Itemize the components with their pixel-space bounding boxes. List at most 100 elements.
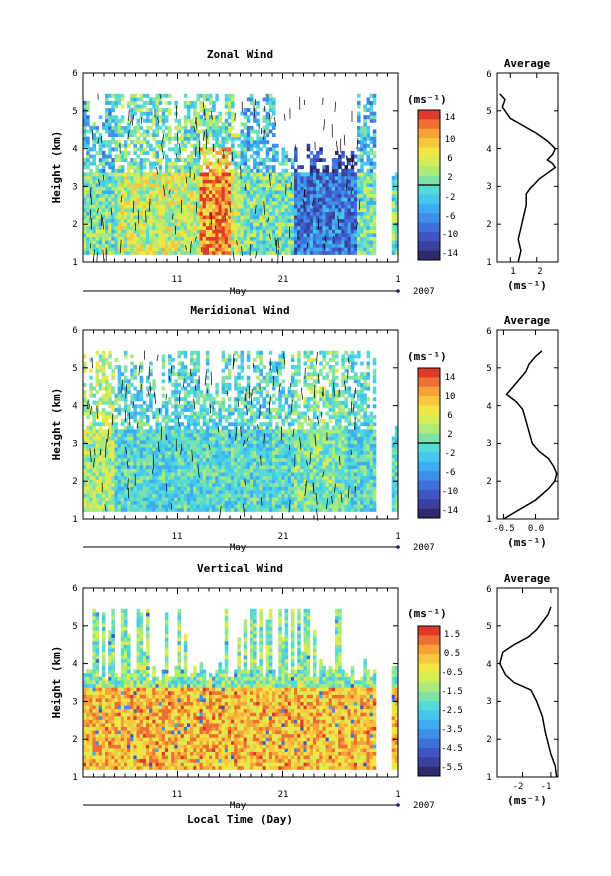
heatmap-cell	[341, 233, 345, 237]
heatmap-cell	[256, 179, 260, 184]
contour-stroke	[323, 242, 325, 250]
heatmap-cell	[205, 461, 210, 466]
heatmap-cell	[120, 222, 125, 227]
heatmap-cell	[186, 222, 191, 227]
contour-stroke	[148, 198, 151, 213]
heatmap-cell	[341, 240, 345, 245]
heatmap-cell	[199, 168, 204, 173]
heatmap-cell	[142, 133, 147, 138]
heatmap-cell	[231, 243, 235, 248]
heatmap-cell	[117, 490, 122, 494]
heatmap-cell	[152, 250, 156, 255]
heatmap-cell	[287, 250, 292, 255]
heatmap-cell	[152, 504, 156, 509]
heatmap-cell	[338, 197, 342, 202]
heatmap-cell	[218, 204, 222, 209]
heatmap-cell	[253, 236, 257, 241]
heatmap-cell	[350, 250, 355, 255]
heatmap-cell	[142, 500, 147, 505]
heatmap-cell	[209, 240, 213, 245]
heatmap-cell	[221, 425, 226, 430]
heatmap-cell	[234, 186, 238, 191]
heatmap-cell	[133, 250, 137, 255]
heatmap-cell	[366, 172, 371, 177]
heatmap-cell	[215, 247, 219, 252]
heatmap-cell	[218, 140, 222, 145]
heatmap-cell	[357, 175, 361, 180]
heatmap-cell	[86, 183, 90, 188]
heatmap-cell	[123, 218, 128, 223]
heatmap-cell	[209, 425, 213, 430]
heatmap-cell	[142, 190, 147, 195]
heatmap-cell	[161, 200, 166, 205]
heatmap-cell	[174, 425, 178, 430]
heatmap-cell	[259, 222, 263, 227]
heatmap-cell	[161, 497, 166, 502]
heatmap-cell	[272, 183, 276, 188]
heatmap-cell	[186, 183, 191, 188]
heatmap-cell	[209, 461, 213, 466]
heatmap-cell	[177, 243, 182, 248]
heatmap-cell	[130, 208, 134, 212]
heatmap-cell	[186, 190, 191, 195]
heatmap-cell	[224, 136, 229, 141]
heatmap-cell	[142, 147, 147, 152]
heatmap-cell	[139, 472, 144, 477]
heatmap-cell	[146, 415, 150, 420]
heatmap-cell	[86, 179, 90, 184]
heatmap-cell	[366, 236, 371, 241]
heatmap-cell	[164, 468, 169, 473]
heatmap-cell	[199, 165, 204, 170]
heatmap-cell	[114, 507, 119, 512]
heatmap-cell	[369, 175, 374, 180]
heatmap-cell	[101, 158, 106, 163]
heatmap-cell	[369, 236, 374, 241]
heatmap-cell	[186, 165, 191, 170]
heatmap-cell	[186, 443, 191, 448]
heatmap-cell	[164, 440, 169, 445]
heatmap-cell	[161, 250, 166, 255]
heatmap-cell	[108, 165, 112, 170]
heatmap-cell	[294, 193, 298, 198]
heatmap-cell	[164, 165, 169, 170]
heatmap-cell	[155, 222, 159, 227]
heatmap-cell	[136, 504, 141, 509]
heatmap-cell	[360, 143, 364, 148]
heatmap-cell	[350, 229, 355, 234]
heatmap-cell	[212, 468, 216, 473]
colorbar-segment	[418, 185, 440, 195]
heatmap-cell	[309, 197, 314, 202]
heatmap-cell	[246, 215, 251, 220]
heatmap-cell	[205, 236, 210, 241]
heatmap-cell	[350, 211, 355, 216]
heatmap-cell	[221, 382, 226, 387]
heatmap-cell	[161, 429, 166, 434]
heatmap-cell	[193, 222, 197, 227]
heatmap-cell	[180, 140, 185, 145]
heatmap-cell	[95, 193, 100, 198]
heatmap-cell	[249, 204, 254, 209]
heatmap-cell	[133, 143, 137, 148]
heatmap-cell	[328, 215, 333, 220]
heatmap-cell	[394, 175, 399, 180]
heatmap-cell	[101, 407, 106, 412]
heatmap-cell	[136, 183, 141, 188]
heatmap-cell	[142, 447, 147, 452]
heatmap-cell	[171, 479, 175, 484]
heatmap-cell	[306, 233, 311, 237]
heatmap-cell	[186, 500, 191, 505]
heatmap-cell	[89, 486, 93, 491]
heatmap-cell	[218, 400, 222, 405]
heatmap-cell	[319, 190, 323, 195]
heatmap-cell	[240, 122, 245, 127]
heatmap-cell	[155, 122, 159, 127]
heatmap-cell	[338, 165, 342, 170]
heatmap-cell	[133, 429, 137, 434]
heatmap-cell	[322, 218, 326, 223]
heatmap-cell	[183, 240, 188, 245]
heatmap-cell	[360, 222, 364, 227]
heatmap-cell	[98, 425, 103, 430]
heatmap-cell	[180, 240, 185, 245]
heatmap-cell	[278, 229, 282, 234]
heatmap-cell	[139, 497, 144, 502]
